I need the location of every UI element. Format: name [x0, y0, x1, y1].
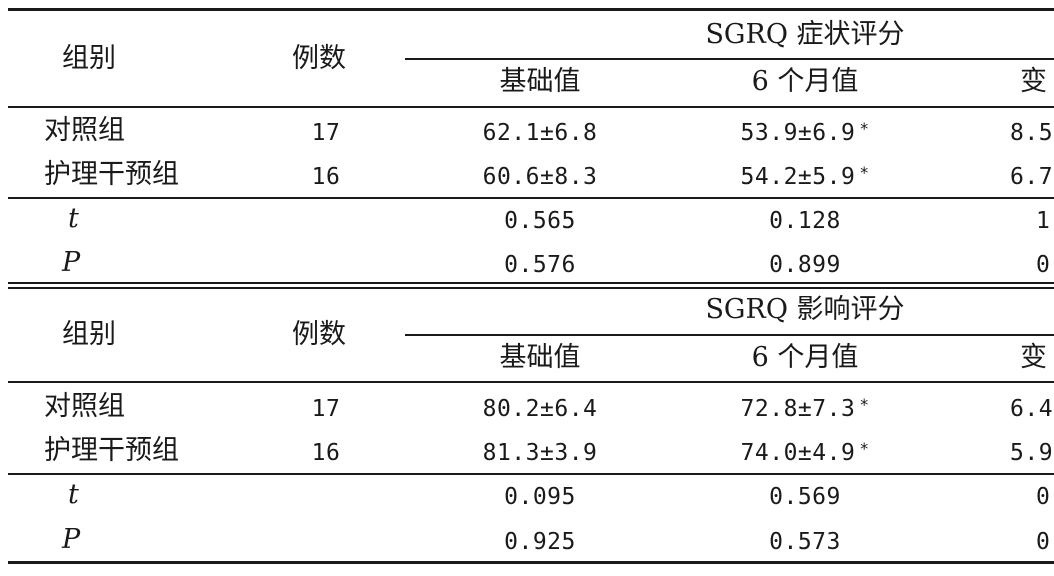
six-month-value: 53.9±6.9 * — [740, 119, 870, 146]
p-six-month: 0.573 — [769, 529, 841, 555]
t-six-month: 0.128 — [769, 208, 841, 234]
p-label: P — [62, 524, 81, 555]
count-value: 16 — [311, 164, 341, 190]
t-label: t — [68, 203, 79, 234]
group-column-header: 组别 — [62, 319, 116, 350]
section-divider-rule-1 — [8, 282, 1054, 284]
six-month-value: 54.2±5.9 * — [740, 163, 870, 190]
count-column-header: 例数 — [292, 43, 346, 74]
six-month-column-header: 6 个月值 — [751, 342, 859, 373]
sub-header-rule — [405, 58, 1054, 60]
p-label: P — [62, 247, 81, 278]
header-bottom-rule — [8, 106, 1054, 108]
change-value: 5.9 — [1010, 440, 1054, 466]
baseline-column-header: 基础值 — [499, 66, 581, 97]
change-value: 6.4 — [1010, 396, 1054, 422]
count-value: 17 — [311, 120, 341, 146]
group-label: 对照组 — [44, 391, 125, 422]
t-six-month: 0.569 — [769, 484, 841, 510]
baseline-value: 62.1±6.8 — [482, 120, 598, 146]
header-bottom-rule — [8, 381, 1054, 383]
count-value: 17 — [311, 396, 341, 422]
baseline-value: 81.3±3.9 — [482, 440, 598, 466]
table-top-rule — [8, 8, 1054, 11]
baseline-column-header: 基础值 — [499, 342, 581, 373]
six-month-value: 72.8±7.3 * — [740, 395, 870, 422]
p-baseline: 0.925 — [504, 529, 576, 555]
change-column-header: 变 — [1020, 342, 1047, 373]
sub-header-rule — [405, 334, 1054, 336]
stats-separator-rule — [8, 197, 1054, 199]
baseline-value: 80.2±6.4 — [482, 396, 598, 422]
p-six-month: 0.899 — [769, 252, 841, 278]
group-label: 对照组 — [44, 115, 125, 146]
count-value: 16 — [311, 440, 341, 466]
change-value: 6.7 — [1010, 164, 1054, 190]
table-bottom-rule — [8, 561, 1054, 564]
p-baseline: 0.576 — [504, 252, 576, 278]
count-column-header: 例数 — [292, 319, 346, 350]
six-month-value: 74.0±4.9 * — [740, 439, 870, 466]
t-label: t — [68, 479, 79, 510]
p-change: 0. — [1036, 529, 1054, 555]
p-change: 0. — [1036, 252, 1054, 278]
group-label: 护理干预组 — [44, 435, 179, 466]
t-baseline: 0.095 — [504, 484, 576, 510]
baseline-value: 60.6±8.3 — [482, 164, 598, 190]
stats-separator-rule — [8, 473, 1054, 475]
t-change: 1. — [1036, 208, 1054, 234]
change-column-header: 变 — [1020, 66, 1047, 97]
group-column-header: 组别 — [62, 43, 116, 74]
t-baseline: 0.565 — [504, 208, 576, 234]
section-title: SGRQ 症状评分 — [705, 19, 905, 50]
t-change: 0. — [1036, 484, 1054, 510]
six-month-column-header: 6 个月值 — [751, 66, 859, 97]
section-title: SGRQ 影响评分 — [705, 294, 905, 325]
section-divider-rule-2 — [8, 287, 1054, 289]
group-label: 护理干预组 — [44, 159, 179, 190]
change-value: 8.5 — [1010, 120, 1054, 146]
